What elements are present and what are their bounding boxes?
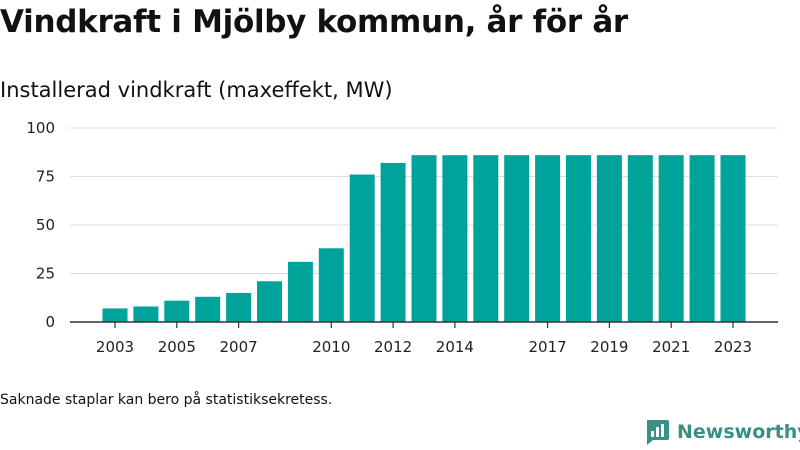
y-tick-label: 75 bbox=[36, 168, 55, 186]
footnote: Saknade staplar kan bero på statistiksek… bbox=[0, 392, 333, 408]
newsworthy-logo-icon bbox=[647, 420, 669, 445]
bar-2018 bbox=[566, 155, 591, 322]
bar-2004 bbox=[133, 306, 159, 322]
x-tick-label: 2021 bbox=[652, 338, 690, 356]
x-tick-label: 2023 bbox=[714, 338, 752, 356]
bar-2009 bbox=[287, 261, 313, 322]
bar-2022 bbox=[689, 155, 715, 322]
x-tick-label: 2007 bbox=[220, 338, 258, 356]
bar-2017 bbox=[535, 155, 561, 322]
bar-2006 bbox=[195, 296, 221, 322]
bar-2019 bbox=[596, 155, 622, 322]
x-tick-label: 2005 bbox=[158, 338, 196, 356]
bar-2014 bbox=[442, 155, 468, 322]
bar-2007 bbox=[226, 292, 252, 322]
bar-2021 bbox=[658, 155, 684, 322]
bar-2003 bbox=[102, 308, 128, 322]
chart-title: Vindkraft i Mjölby kommun, år för år bbox=[0, 4, 628, 40]
y-tick-label: 25 bbox=[36, 265, 55, 283]
x-tick-label: 2010 bbox=[312, 338, 350, 356]
chart-subtitle: Installerad vindkraft (maxeffekt, MW) bbox=[0, 78, 393, 102]
bar-2010 bbox=[318, 248, 344, 322]
y-tick-label: 100 bbox=[26, 119, 55, 137]
y-tick-label: 0 bbox=[45, 313, 55, 331]
x-tick-label: 2003 bbox=[96, 338, 134, 356]
bar-2013 bbox=[411, 155, 437, 322]
bar-2005 bbox=[164, 300, 190, 322]
bar-2015 bbox=[473, 155, 499, 322]
x-tick-label: 2017 bbox=[529, 338, 567, 356]
bar-2012 bbox=[380, 162, 406, 322]
bar-2011 bbox=[349, 174, 375, 322]
bar-2020 bbox=[627, 155, 653, 322]
bar-2023 bbox=[720, 155, 746, 322]
bar-chart: 0 25 50 75 100 2003 2005 2007 2010 2012 2014 2017 20… bbox=[26, 119, 778, 356]
bar-2008 bbox=[257, 281, 282, 322]
brand-name: Newsworthy bbox=[677, 421, 800, 443]
x-tick-label: 2019 bbox=[590, 338, 628, 356]
x-tick-label: 2012 bbox=[374, 338, 412, 356]
y-tick-label: 50 bbox=[36, 216, 55, 234]
bar-2016 bbox=[504, 155, 530, 322]
x-tick-label: 2014 bbox=[436, 338, 474, 356]
brand-logo: Newsworthy bbox=[644, 418, 800, 446]
